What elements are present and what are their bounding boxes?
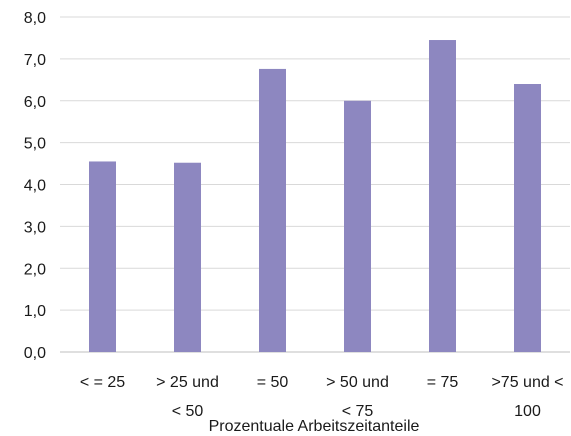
y-tick-label: 4,0 [24, 178, 46, 195]
x-tick-label: < 50 [172, 403, 204, 420]
x-tick-label: = 75 [427, 374, 459, 391]
bar [514, 84, 541, 352]
y-tick-label: 3,0 [24, 219, 46, 236]
bar [174, 162, 201, 352]
y-tick-label: 1,0 [24, 303, 46, 320]
x-axis-tick-labels: < = 25 > 25 und < 50 = 50 > 50 und < 75 = 75 >7… [80, 374, 564, 420]
y-tick-label: 2,0 [24, 261, 46, 278]
x-tick-label: >75 und < [491, 374, 563, 391]
x-tick-label: > 25 und [156, 374, 219, 391]
bar [259, 68, 286, 353]
y-axis-tick-labels: 0,0 1,0 2,0 3,0 4,0 5,0 6,0 7,0 8,0 [24, 10, 46, 362]
x-tick-label: < 75 [342, 403, 374, 420]
x-tick-label: 100 [514, 403, 541, 420]
bar [429, 40, 456, 352]
y-tick-label: 7,0 [24, 52, 46, 69]
bars [89, 40, 541, 353]
x-tick-label: > 50 und [326, 374, 389, 391]
x-tick-label: < = 25 [80, 374, 125, 391]
bar [344, 100, 371, 352]
x-axis-title: Prozentuale Arbeitszeitanteile [209, 418, 420, 435]
y-tick-label: 6,0 [24, 94, 46, 111]
y-tick-label: 0,0 [24, 345, 46, 362]
x-tick-label: = 50 [257, 374, 289, 391]
y-tick-label: 8,0 [24, 10, 46, 27]
bar [89, 161, 116, 352]
y-tick-label: 5,0 [24, 136, 46, 153]
gridlines [60, 16, 570, 353]
